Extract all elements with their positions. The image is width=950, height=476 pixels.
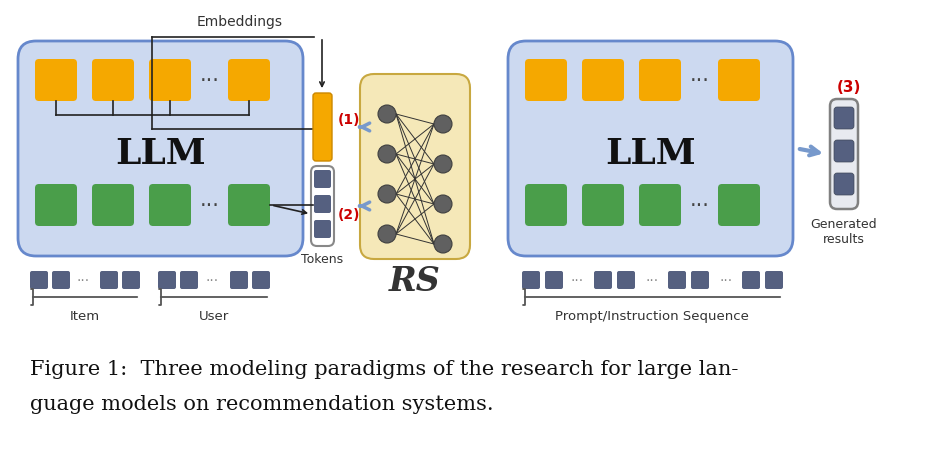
Text: ···: ···: [719, 273, 732, 288]
Text: Item: Item: [70, 309, 100, 322]
Circle shape: [434, 196, 452, 214]
FancyBboxPatch shape: [314, 196, 331, 214]
Text: User: User: [199, 309, 229, 322]
Text: ···: ···: [200, 71, 220, 91]
FancyBboxPatch shape: [834, 108, 854, 130]
FancyBboxPatch shape: [149, 60, 191, 102]
FancyBboxPatch shape: [180, 271, 198, 289]
Circle shape: [378, 106, 396, 124]
Text: Figure 1:  Three modeling paradigms of the research for large lan-: Figure 1: Three modeling paradigms of th…: [30, 359, 738, 378]
Text: Tokens: Tokens: [301, 252, 344, 266]
FancyBboxPatch shape: [122, 271, 140, 289]
Text: ···: ···: [690, 71, 710, 91]
Text: RS: RS: [390, 265, 441, 298]
Text: Embeddings: Embeddings: [197, 15, 283, 29]
FancyBboxPatch shape: [228, 185, 270, 227]
FancyBboxPatch shape: [718, 185, 760, 227]
Text: LLM: LLM: [115, 137, 206, 171]
FancyBboxPatch shape: [228, 60, 270, 102]
FancyBboxPatch shape: [617, 271, 635, 289]
Text: ···: ···: [570, 273, 583, 288]
Text: guage models on recommendation systems.: guage models on recommendation systems.: [30, 394, 494, 413]
FancyBboxPatch shape: [594, 271, 612, 289]
FancyBboxPatch shape: [582, 60, 624, 102]
Text: (2): (2): [338, 208, 360, 221]
Text: Generated
results: Generated results: [810, 218, 877, 246]
Circle shape: [378, 226, 396, 244]
Text: (1): (1): [338, 113, 360, 127]
Text: ···: ···: [200, 196, 220, 216]
FancyBboxPatch shape: [522, 271, 540, 289]
FancyBboxPatch shape: [525, 60, 567, 102]
FancyBboxPatch shape: [668, 271, 686, 289]
FancyBboxPatch shape: [92, 60, 134, 102]
Text: LLM: LLM: [605, 137, 695, 171]
FancyBboxPatch shape: [582, 185, 624, 227]
FancyBboxPatch shape: [230, 271, 248, 289]
FancyBboxPatch shape: [691, 271, 709, 289]
Circle shape: [434, 116, 452, 134]
Text: (3): (3): [837, 80, 862, 95]
Text: ···: ···: [76, 273, 89, 288]
Text: Prompt/Instruction Sequence: Prompt/Instruction Sequence: [555, 309, 749, 322]
FancyBboxPatch shape: [313, 94, 332, 162]
FancyBboxPatch shape: [742, 271, 760, 289]
FancyBboxPatch shape: [718, 60, 760, 102]
Text: ···: ···: [645, 273, 658, 288]
FancyBboxPatch shape: [100, 271, 118, 289]
FancyBboxPatch shape: [830, 100, 858, 209]
FancyBboxPatch shape: [314, 220, 331, 238]
FancyBboxPatch shape: [525, 185, 567, 227]
FancyBboxPatch shape: [639, 60, 681, 102]
FancyBboxPatch shape: [311, 167, 334, 247]
Circle shape: [434, 156, 452, 174]
FancyBboxPatch shape: [252, 271, 270, 289]
FancyBboxPatch shape: [508, 42, 793, 257]
FancyBboxPatch shape: [158, 271, 176, 289]
FancyBboxPatch shape: [545, 271, 563, 289]
FancyBboxPatch shape: [834, 174, 854, 196]
FancyBboxPatch shape: [149, 185, 191, 227]
FancyBboxPatch shape: [30, 271, 48, 289]
FancyBboxPatch shape: [18, 42, 303, 257]
FancyBboxPatch shape: [35, 185, 77, 227]
FancyBboxPatch shape: [834, 141, 854, 163]
Circle shape: [434, 236, 452, 253]
FancyBboxPatch shape: [765, 271, 783, 289]
FancyBboxPatch shape: [314, 170, 331, 188]
FancyBboxPatch shape: [52, 271, 70, 289]
FancyBboxPatch shape: [92, 185, 134, 227]
Text: ···: ···: [205, 273, 218, 288]
Text: ···: ···: [690, 196, 710, 216]
Circle shape: [378, 146, 396, 164]
FancyBboxPatch shape: [35, 60, 77, 102]
FancyBboxPatch shape: [360, 75, 470, 259]
FancyBboxPatch shape: [639, 185, 681, 227]
Circle shape: [378, 186, 396, 204]
